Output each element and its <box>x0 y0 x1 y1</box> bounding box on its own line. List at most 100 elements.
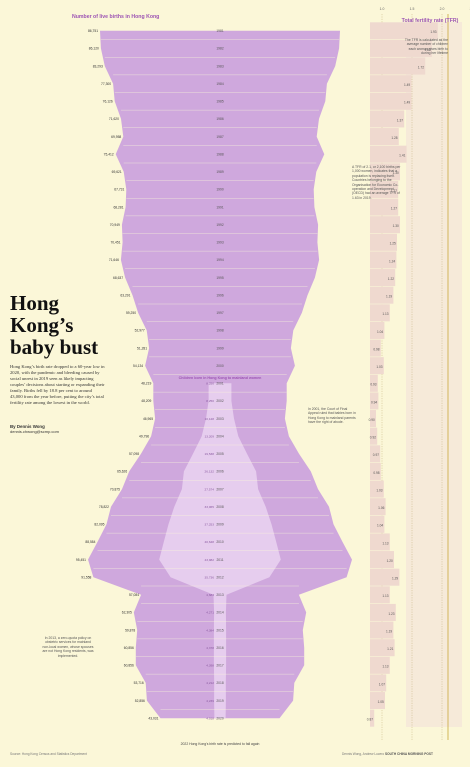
births-value-label: 51,281 <box>137 346 147 350</box>
tfr-value-label: 1.21 <box>387 647 393 651</box>
births-value-label: 57,084 <box>129 593 139 597</box>
year-label: 1999 <box>216 346 224 350</box>
tfr-value-label: 1.06 <box>378 506 384 510</box>
year-label: 2014 <box>216 611 224 615</box>
tfr-bar <box>370 304 390 322</box>
births-value-label: 86,751 <box>88 29 98 33</box>
births-value-label: 46,965 <box>143 417 153 421</box>
mainland-value-label: 4,271 <box>206 611 214 615</box>
tfr-value-label: 1.13 <box>382 312 388 316</box>
replacement-rate-note: A TFR of 2.1, or 2,100 births per 1,000 … <box>352 165 401 200</box>
tfr-bar <box>370 692 385 710</box>
mainland-overlay-title: Children born in Hong Kong to mainland w… <box>179 376 262 380</box>
tfr-value-label: 1.37 <box>397 118 403 122</box>
tfr-bar <box>370 427 378 445</box>
year-label: 1993 <box>216 241 224 245</box>
births-value-label: 82,095 <box>94 523 104 527</box>
tfr-value-label: 1.23 <box>388 612 394 616</box>
tfr-value-label: 1.13 <box>382 665 388 669</box>
tfr-bar <box>370 498 386 516</box>
mainland-value-label: 8,250 <box>206 382 214 386</box>
tfr-description-note: The TFR is calculated as the average num… <box>404 38 448 56</box>
tfr-value-label: 1.03 <box>376 488 382 492</box>
births-value-label: 70,949 <box>110 223 120 227</box>
mainland-value-label: 4,398 <box>206 664 214 668</box>
births-value-label: 69,958 <box>111 135 121 139</box>
tfr-value-label: 1.27 <box>391 206 397 210</box>
mainland-value-label: 10,128 <box>205 417 215 421</box>
tfr-bar <box>370 374 378 392</box>
year-label: 2003 <box>216 417 224 421</box>
year-label: 1990 <box>216 188 224 192</box>
zero-quota-note: In 2013, a zero-quota policy on obstetri… <box>42 636 94 658</box>
tfr-bar <box>370 128 399 146</box>
year-label: 1989 <box>216 170 224 174</box>
byline-email[interactable]: dennis.chwong@scmp.com <box>10 429 59 434</box>
births-value-label: 86,120 <box>89 47 99 51</box>
source-footer: Source: Hong Kong Census and Statistics … <box>10 752 87 756</box>
projection-note: 2022 Hong Kong's birth rate is predicted… <box>181 742 260 746</box>
births-value-label: 43,031 <box>148 716 158 720</box>
credits-names: Dennis Wong, Andrew Lucero <box>342 752 385 756</box>
tfr-bar <box>370 357 384 375</box>
births-value-label: 63,291 <box>120 293 130 297</box>
year-label: 2000 <box>216 364 224 368</box>
year-label: 1997 <box>216 311 224 315</box>
births-value-label: 48,219 <box>141 382 151 386</box>
tfr-bar <box>370 180 399 198</box>
year-label: 2001 <box>216 382 224 386</box>
tfr-bar <box>370 392 379 410</box>
year-label: 1998 <box>216 329 224 333</box>
tfr-value-label: 1.19 <box>386 295 392 299</box>
tfr-value-label: 1.25 <box>390 242 396 246</box>
tfr-tick-label: 2.0 <box>440 7 445 11</box>
births-value-label: 71,646 <box>109 258 119 262</box>
year-label: 1986 <box>216 117 224 121</box>
tfr-value-label: 0.87 <box>367 718 373 722</box>
year-label: 2019 <box>216 699 224 703</box>
court-ruling-note: In 2001, the Court of Final Appeal ruled… <box>308 407 356 425</box>
year-label: 2013 <box>216 593 224 597</box>
tfr-bar <box>370 603 396 621</box>
tfr-value-label: 1.20 <box>387 559 393 563</box>
year-label: 1988 <box>216 152 224 156</box>
births-value-label: 60,856 <box>124 664 134 668</box>
tfr-bar <box>370 445 381 463</box>
tfr-value-label: 0.98 <box>373 471 379 475</box>
tfr-value-label: 1.03 <box>376 365 382 369</box>
tfr-value-label: 0.98 <box>373 347 379 351</box>
year-label: 2005 <box>216 452 224 456</box>
year-label: 1983 <box>216 64 224 68</box>
mainland-value-label: 4,384 <box>206 628 214 632</box>
tfr-value-label: 1.41 <box>399 154 405 158</box>
tfr-bar-layer: 1.01.52.02.51.931.831.721.491.491.371.28… <box>367 7 470 740</box>
year-label: 1996 <box>216 293 224 297</box>
births-value-label: 49,796 <box>139 434 149 438</box>
tfr-bar <box>370 462 381 480</box>
tfr-value-label: 1.49 <box>404 83 410 87</box>
births-value-label: 52,977 <box>135 329 145 333</box>
births-area: 1981 86,751 1982 86,120 1983 83,293 1984 77,300… <box>76 29 352 720</box>
tfr-value-label: 1.27 <box>391 189 397 193</box>
year-label: 1992 <box>216 223 224 227</box>
year-label: 2018 <box>216 681 224 685</box>
year-label: 1985 <box>216 100 224 104</box>
tfr-value-label: 1.13 <box>382 541 388 545</box>
tfr-value-label: 1.28 <box>391 136 397 140</box>
year-label: 1995 <box>216 276 224 280</box>
publication-name: SOUTH CHINA MORNING POST <box>385 752 433 756</box>
tfr-bar <box>370 39 432 57</box>
births-value-label: 48,209 <box>141 399 151 403</box>
tfr-bar <box>370 480 384 498</box>
year-label: 2009 <box>216 523 224 527</box>
births-value-label: 68,637 <box>113 276 123 280</box>
tfr-bar <box>370 57 426 75</box>
tfr-value-label: 1.13 <box>382 594 388 598</box>
tfr-bar <box>370 163 400 181</box>
mainland-value-label: 19,538 <box>205 452 215 456</box>
year-label: 2007 <box>216 487 224 491</box>
mainland-value-label: 26,132 <box>205 470 215 474</box>
tfr-bar <box>370 639 395 657</box>
mainland-value-label: 4,683 <box>206 593 214 597</box>
births-value-label: 68,281 <box>113 205 123 209</box>
